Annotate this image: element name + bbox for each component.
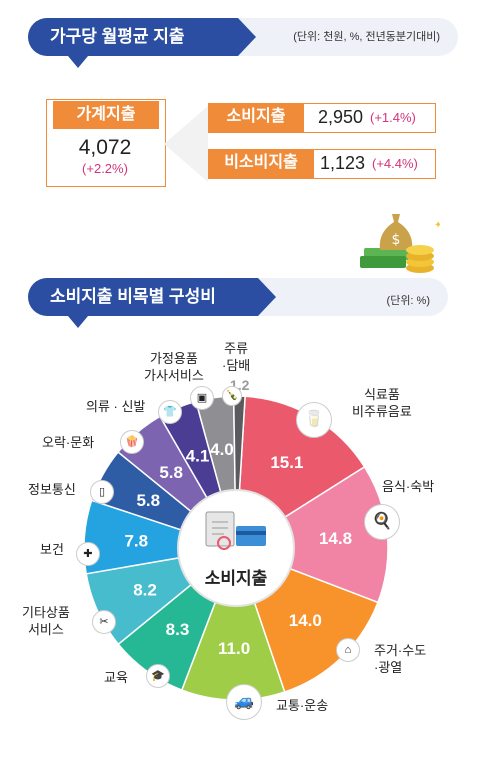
slice-value-label: 8.2 [133,581,157,600]
composition-title: 소비지출 비목별 구성비 [28,278,276,316]
monthly-spending-title: 가구당 월평균 지출 [28,18,256,56]
label-recreation: 오락·문화 [42,435,95,450]
money-coins-icon: $ ✦ [360,214,440,273]
first-aid-icon: ✚ [76,542,100,566]
nonconsumption-value: 1,123 [320,153,366,173]
slice-value-label: 8.3 [166,620,190,639]
svg-text:$: $ [392,232,401,248]
label-ict: 정보통신 [28,482,76,497]
shirt-icon: 👕 [158,400,182,424]
slice-value-label: 5.8 [136,491,160,510]
house-icon: ⌂ [336,638,360,662]
slice-value-label: 14.0 [289,611,322,630]
bottle-icon: 🍾 [222,386,242,406]
connector-shape [164,106,208,182]
meal-plate-icon: 🍳 [364,504,400,540]
slice-value-label: 4.1 [186,447,210,466]
composition-banner: 소비지출 비목별 구성비 (단위: %) [28,278,448,328]
label-dining: 음식·숙박 [382,479,435,494]
household-expenditure-label: 가계지출 [53,101,159,129]
slice-value-label: 4.0 [210,440,234,459]
monthly-spending-unit: (단위: 천원, %, 전년동분기대비) [293,31,440,43]
monthly-spending-banner: 가구당 월평균 지출 (단위: 천원, %, 전년동분기대비) [28,18,458,68]
label-household-goods: 가정용품 가사서비스 [144,351,204,383]
consumption-change: (+1.4%) [370,110,416,125]
consumption-value: 2,950 [318,107,364,127]
slice-value-label: 14.8 [319,529,352,548]
popcorn-icon: 🍿 [120,430,144,454]
slice-value-label: 15.1 [270,453,303,472]
banner-pointer [68,56,88,68]
composition-unit: (단위: %) [386,295,430,307]
banner-pointer-2 [68,316,88,328]
household-expenditure-change: (+2.2%) [82,161,128,176]
label-alcohol: 주류 ·담배 [222,341,251,373]
label-misc: 기타상품 서비스 [22,605,70,637]
receipt-card-icon [205,511,266,550]
nonconsumption-change: (+4.4%) [372,156,418,171]
center-label: 소비지출 [204,569,268,588]
graduation-cap-icon: 🎓 [146,664,170,688]
label-clothing: 의류 · 신발 [86,399,146,414]
groceries-icon: 🥛 [296,402,332,438]
slice-value-label: 5.8 [159,463,183,482]
smartphone-icon: ▯ [90,480,114,504]
hair-scissors-icon: ✂ [92,610,116,634]
label-transport: 교통·운송 [276,698,329,713]
label-housing: 주거·수도 ·광열 [374,643,427,675]
slice-value-label: 7.8 [124,532,148,551]
appliance-icon: ▣ [190,386,214,410]
label-health: 보건 [40,542,64,557]
consumption-label: 소비지출 [208,103,304,133]
slice-value-label: 11.0 [218,639,250,658]
car-icon: 🚙 [226,684,262,720]
household-expenditure-value: 4,072 [78,136,132,159]
svg-text:✦: ✦ [434,220,440,231]
nonconsumption-label: 비소비지출 [208,149,314,179]
label-education: 교육 [104,670,128,685]
label-food: 식료품 비주류음료 [352,387,412,419]
